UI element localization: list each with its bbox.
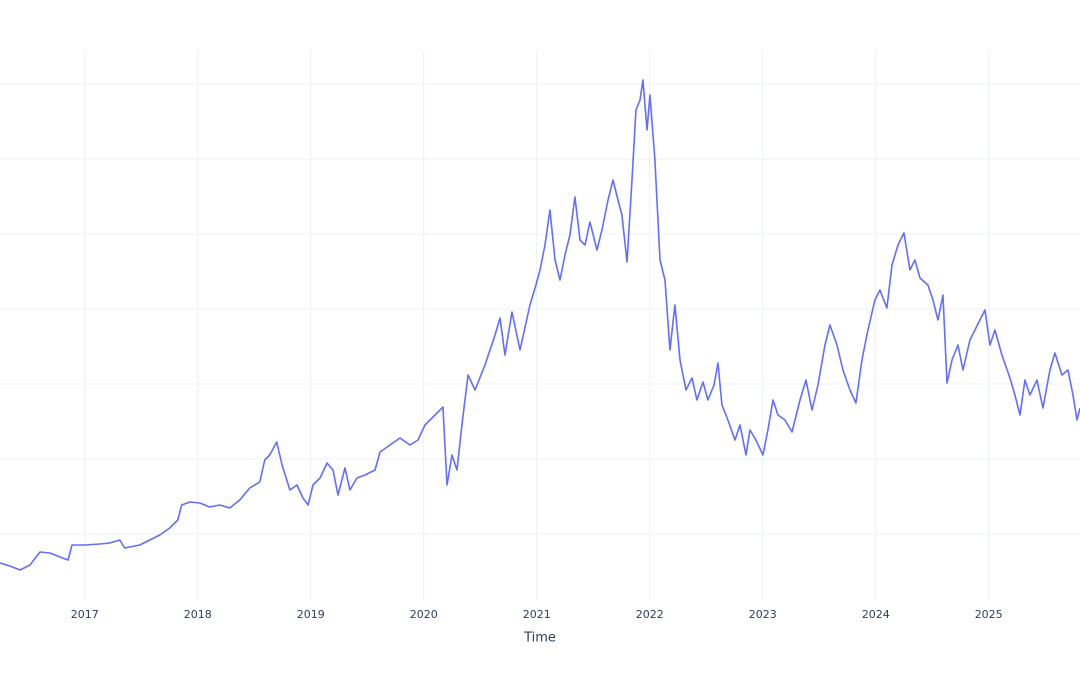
x-tick-label: 2017 bbox=[71, 608, 99, 621]
x-tick-label: 2021 bbox=[523, 608, 551, 621]
x-axis-label: Time bbox=[523, 631, 556, 646]
x-tick-label: 2020 bbox=[410, 608, 438, 621]
x-tick-label: 2018 bbox=[184, 608, 212, 621]
x-tick-label: 2024 bbox=[862, 608, 890, 621]
x-tick-label: 2023 bbox=[749, 608, 777, 621]
x-tick-label: 2025 bbox=[975, 608, 1003, 621]
x-tick-label: 2019 bbox=[297, 608, 325, 621]
line bbox=[0, 79, 1080, 571]
x-tick-label: 2022 bbox=[636, 608, 664, 621]
